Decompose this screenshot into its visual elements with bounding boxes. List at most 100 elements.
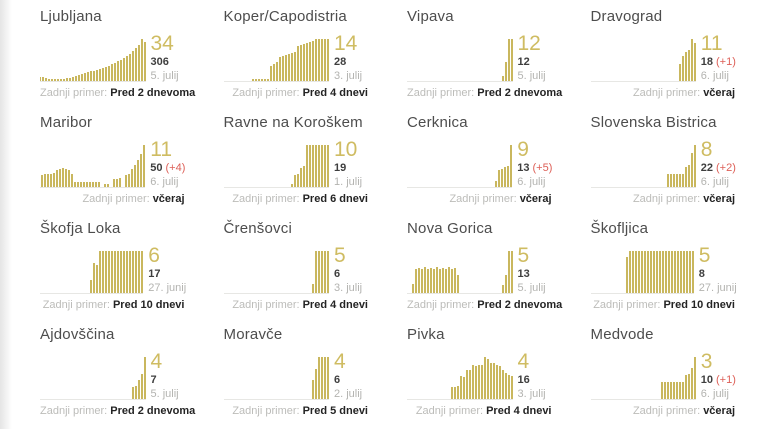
last-case-value: Pred 2 dnevoma	[110, 87, 196, 99]
municipality-card: Dravograd 11 18 (+1) 6. julij Zadnji prim…	[590, 8, 736, 100]
bar	[507, 39, 510, 81]
bar	[140, 154, 143, 187]
bar	[104, 66, 107, 81]
active-count: 4	[517, 350, 530, 373]
bar	[678, 382, 681, 399]
sparkline-chart: 11 50 (+4) 6. julij	[40, 139, 185, 188]
bar	[318, 251, 320, 293]
total-count: 6	[334, 268, 341, 280]
last-case-row: Zadnji primer: Pred 2 dnevoma	[40, 405, 195, 418]
municipality-name: Škofja Loka	[40, 220, 121, 237]
sparkline-chart: 8 22 (+2) 6. julij	[590, 139, 736, 188]
active-count: 34	[150, 32, 174, 55]
bar	[93, 262, 96, 293]
bar	[321, 39, 323, 81]
last-case-label: Zadnji primer:	[82, 193, 150, 205]
bar	[324, 145, 326, 187]
bar	[669, 382, 672, 399]
sparkline-chart: 12 12 5. julij	[407, 33, 552, 82]
bar	[279, 56, 281, 81]
bar	[456, 274, 459, 293]
total-count: 13	[517, 162, 530, 174]
total-count-line: 22 (+2)	[701, 162, 736, 174]
bar	[652, 251, 655, 293]
bar	[693, 357, 696, 399]
date-label: 2. julij	[334, 388, 363, 400]
bar	[264, 78, 266, 81]
sparkline-chart: 14 28 3. julij	[223, 32, 369, 82]
municipality-card: Ravne na Koroškem 10 19 1. julij Zadnji …	[223, 114, 369, 206]
chart-numbers: 3 10 (+1) 6. julij	[700, 351, 736, 400]
total-count-line: 13	[518, 268, 552, 280]
last-case-value: Pred 4 dnevi	[486, 405, 552, 417]
bar	[128, 53, 131, 81]
bar	[438, 268, 441, 293]
last-case-value: Pred 2 dnevoma	[477, 87, 563, 99]
bar	[625, 257, 628, 293]
bar	[285, 54, 287, 81]
bar	[685, 251, 688, 293]
bar	[95, 69, 98, 81]
bar	[131, 51, 134, 81]
chart-numbers: 5 6 3. julij	[334, 245, 368, 294]
chart-numbers: 6 17 27. junij	[148, 245, 186, 294]
bar	[681, 382, 684, 399]
bar	[101, 68, 104, 81]
municipality-name: Slovenska Bistrica	[590, 114, 717, 131]
bar	[80, 73, 83, 81]
bar	[134, 165, 137, 187]
total-count: 8	[698, 268, 705, 280]
date-label: 6. julij	[700, 388, 729, 400]
bar	[137, 380, 140, 399]
last-case-row: Zadnji primer: Pred 5 dnevi	[224, 405, 368, 418]
bar	[628, 251, 631, 293]
bar	[312, 40, 314, 81]
bar	[681, 55, 684, 81]
sparkline-bars	[590, 247, 694, 294]
bar	[294, 51, 296, 81]
bar	[679, 251, 682, 293]
bar	[143, 357, 146, 399]
active-count: 14	[334, 32, 358, 55]
bar	[47, 173, 50, 187]
bar	[426, 268, 429, 293]
sparkline-bars	[407, 35, 513, 82]
date-label: 1. julij	[334, 176, 363, 188]
chart-numbers: 10 19 1. julij	[334, 139, 368, 188]
municipality-name: Vipava	[407, 8, 454, 25]
bar	[637, 251, 640, 293]
sparkline-chart: 34 306 5. julij	[40, 32, 185, 82]
bar	[672, 174, 675, 187]
total-count-line: 7	[151, 374, 185, 386]
bar	[480, 364, 483, 399]
last-case-value: Pred 5 dnevi	[302, 405, 368, 417]
last-case-label: Zadnji primer:	[40, 87, 108, 99]
bar	[693, 43, 696, 81]
municipality-name: Nova Gorica	[407, 220, 493, 237]
sparkline-chart: 3 10 (+1) 6. julij	[590, 351, 736, 400]
last-case-value: Pred 10 dnevi	[663, 299, 735, 311]
bar	[649, 251, 652, 293]
municipality-name: Pivka	[407, 326, 445, 343]
bar	[498, 170, 501, 187]
sparkline-chart: 10 19 1. julij	[223, 139, 369, 188]
bar	[631, 251, 634, 293]
bar	[143, 145, 146, 187]
bar	[507, 251, 510, 293]
bar	[670, 251, 673, 293]
bar	[429, 267, 432, 293]
bar	[327, 39, 329, 81]
municipality-name: Škofljica	[590, 220, 649, 237]
bar	[327, 357, 329, 399]
bar	[504, 373, 507, 399]
bar	[501, 284, 504, 293]
chart-numbers: 14 28 3. julij	[334, 32, 368, 82]
last-case-label: Zadnji primer:	[40, 405, 108, 417]
municipality-card: Vipava 12 12 5. julij Zadnji primer: Pred…	[407, 8, 562, 100]
bar	[501, 76, 504, 81]
total-count: 7	[150, 374, 157, 386]
chart-numbers: 34 306 5. julij	[150, 32, 185, 82]
last-case-row: Zadnji primer: včeraj	[407, 193, 551, 206]
date-label: 6. julij	[150, 176, 179, 188]
bar	[288, 53, 290, 81]
